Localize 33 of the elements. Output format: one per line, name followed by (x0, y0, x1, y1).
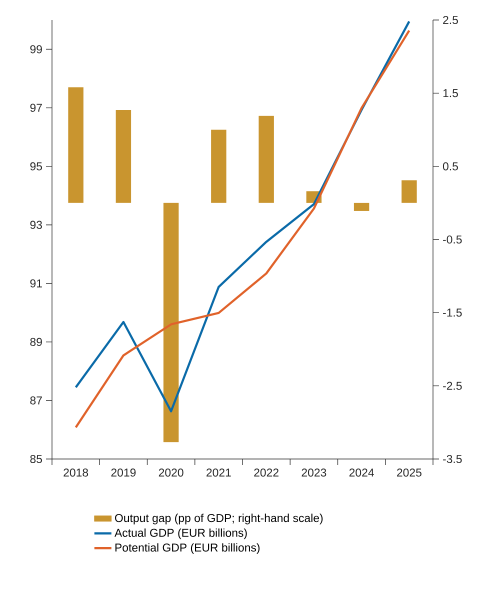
bar (402, 180, 417, 203)
y-tick-label: 85 (30, 454, 42, 464)
y2-tick-label: 1.5 (443, 89, 458, 98)
y-tick-label: 97 (30, 104, 42, 112)
x-tick-label: 2024 (349, 468, 374, 477)
bar (116, 110, 132, 203)
y-tick-label: 95 (30, 162, 42, 170)
y2-tick-label: 2.5 (443, 16, 458, 24)
y2-tick-label: -2.5 (443, 382, 462, 390)
y2-tick-label: -0.5 (443, 235, 462, 244)
x-tick-label: 2019 (111, 468, 136, 477)
x-tick-label: 2025 (397, 468, 422, 477)
x-tick-label: 2020 (158, 468, 184, 477)
bar (163, 202, 179, 442)
x-tick-label: 2022 (254, 468, 278, 477)
bar (211, 130, 226, 203)
legend-label: Potential GDP (EUR billions) (115, 543, 260, 554)
y-tick-label: 87 (30, 396, 42, 405)
legend-label: Actual GDP (EUR billions) (114, 528, 247, 540)
y-tick-label: 93 (30, 220, 42, 229)
bar (68, 87, 84, 203)
y2-tick-label: -1.5 (443, 308, 462, 317)
x-tick-label: 2018 (64, 468, 88, 477)
x-tick-label: 2023 (302, 468, 326, 477)
y-tick-label: 99 (30, 45, 42, 54)
bar (354, 202, 370, 211)
y-tick-label: 91 (30, 279, 42, 288)
y-tick-label: 89 (30, 338, 42, 346)
y2-tick-label: -3.5 (443, 454, 462, 464)
y2-tick-label: 0.5 (442, 162, 458, 170)
legend-label: Output gap (pp of GDP; right-hand scale) (115, 514, 323, 524)
bar (258, 116, 274, 203)
x-tick-label: 2021 (206, 468, 231, 477)
